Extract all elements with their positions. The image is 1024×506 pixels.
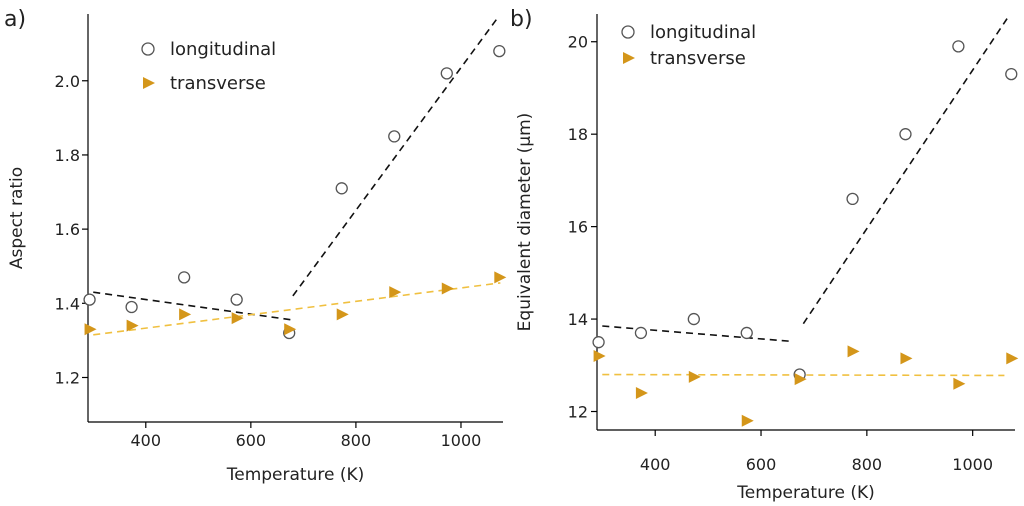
panel-label: b) [510, 7, 533, 32]
data-point-longitudinal [83, 293, 96, 306]
fit-line-longitudinal [802, 18, 1008, 325]
fit-line-longitudinal [292, 17, 499, 297]
y-tick-label: 1.2 [55, 368, 80, 387]
y-tick-label: 20 [568, 33, 588, 52]
data-point-transverse [179, 308, 192, 321]
legend-marker-transverse [623, 52, 635, 64]
x-tick-label: 1000 [952, 455, 993, 474]
data-point-transverse [84, 323, 97, 336]
data-point-transverse [1006, 352, 1019, 365]
x-axis-label: Temperature (K) [226, 465, 365, 485]
data-point-longitudinal [440, 67, 453, 80]
data-point-longitudinal [899, 128, 912, 141]
data-point-transverse [741, 414, 754, 427]
x-tick-label: 600 [746, 455, 777, 474]
data-point-longitudinal [493, 44, 506, 58]
data-point-transverse [635, 387, 648, 400]
panel-label: a) [4, 7, 26, 32]
data-point-longitudinal [125, 300, 138, 314]
x-tick-label: 1000 [441, 431, 482, 450]
data-point-longitudinal [687, 312, 700, 326]
legend: longitudinal transverse [141, 39, 276, 94]
data-point-transverse [441, 282, 454, 295]
legend-label-transverse: transverse [170, 73, 266, 94]
data-point-transverse [794, 373, 807, 386]
y-tick-label: 18 [568, 125, 588, 144]
data-point-transverse [231, 312, 244, 325]
y-tick-label: 2.0 [55, 72, 80, 91]
data-point-transverse [126, 319, 139, 332]
data-point-longitudinal [388, 130, 401, 143]
data-point-longitudinal [846, 192, 859, 206]
legend-marker-longitudinal [621, 25, 635, 39]
data-point-transverse [688, 370, 701, 383]
data-point-transverse [953, 377, 966, 390]
data-point-longitudinal [634, 326, 648, 340]
x-tick-label: 400 [131, 431, 162, 450]
data-point-longitudinal [592, 336, 605, 349]
data-point-longitudinal [177, 271, 191, 284]
y-tick-label: 14 [568, 310, 588, 329]
y-tick-label: 16 [568, 218, 588, 237]
x-tick-label: 800 [852, 455, 883, 474]
data-point-transverse [900, 352, 913, 365]
legend-marker-longitudinal [141, 42, 155, 56]
data-point-transverse [389, 286, 402, 299]
y-tick-label: 12 [568, 403, 588, 422]
x-tick-label: 600 [236, 431, 267, 450]
y-tick-label: 1.4 [55, 294, 80, 313]
chart-panel-a: a) 1.2 1.4 1.6 1.8 2.0 400 600 800 1000 Temperatur… [4, 7, 507, 485]
x-tick-label: 800 [341, 431, 372, 450]
legend-label-longitudinal: longitudinal [650, 22, 756, 43]
data-point-transverse [284, 323, 297, 336]
data-point-transverse [847, 345, 860, 358]
y-tick-label: 1.6 [55, 220, 80, 239]
x-axis-label: Temperature (K) [736, 483, 875, 503]
data-point-longitudinal [230, 293, 243, 306]
legend-label-longitudinal: longitudinal [170, 39, 276, 60]
data-point-longitudinal [952, 40, 965, 53]
y-tick-label: 1.8 [55, 146, 80, 165]
x-tick-label: 400 [640, 455, 671, 474]
data-point-longitudinal [335, 182, 348, 195]
y-axis-label: Equivalent diameter (µm) [515, 113, 535, 332]
fit-line-longitudinal [93, 291, 293, 321]
fit-line-longitudinal [602, 325, 791, 343]
data-point-transverse [494, 271, 507, 284]
data-point-transverse [593, 350, 606, 363]
y-axis-label: Aspect ratio [7, 167, 27, 269]
data-point-transverse [336, 308, 349, 321]
chart-panel-b: b) 12 14 16 18 20 400 600 800 1000 Temperature (K)… [510, 7, 1019, 503]
legend-label-transverse: transverse [650, 48, 746, 69]
legend-marker-transverse [143, 77, 155, 89]
fit-line-transverse [93, 282, 501, 336]
data-point-longitudinal [740, 326, 753, 340]
data-point-longitudinal [1005, 67, 1018, 81]
legend: longitudinal transverse [621, 22, 756, 69]
